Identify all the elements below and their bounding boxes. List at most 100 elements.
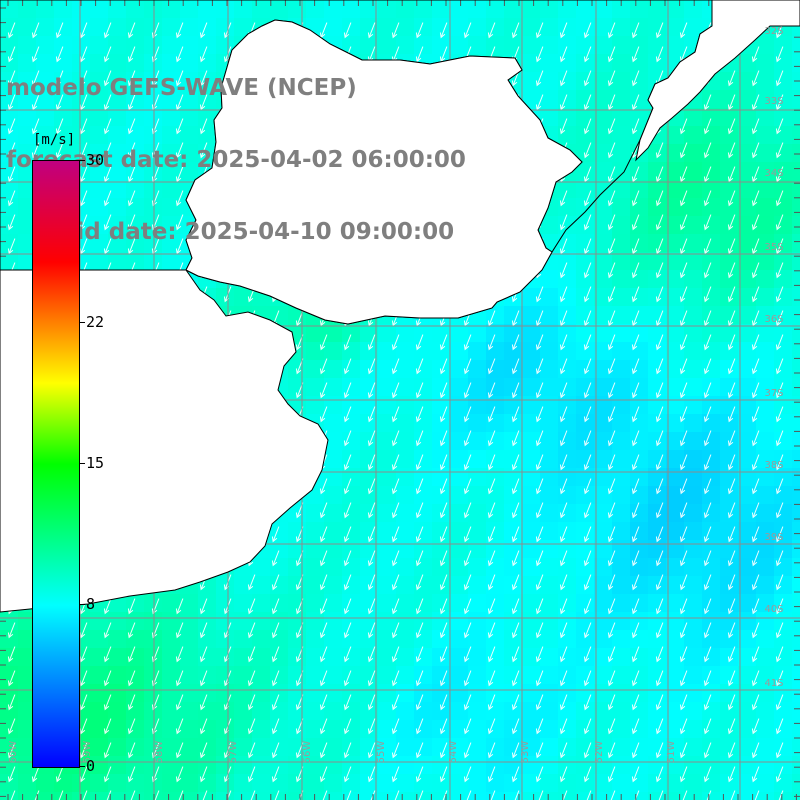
wind-arrow — [319, 406, 328, 423]
wind-arrow — [535, 670, 544, 687]
wind-arrow — [463, 406, 472, 423]
wind-arrow — [439, 646, 448, 663]
wind-arrow — [631, 406, 640, 423]
wind-arrow — [367, 598, 376, 615]
wind-arrow — [55, 70, 64, 87]
wind-arrow — [103, 622, 112, 639]
wind-arrow — [175, 742, 184, 759]
wind-arrow — [562, 790, 568, 800]
wind-arrow — [703, 718, 712, 735]
wind-arrow — [631, 454, 640, 471]
wind-arrow — [511, 718, 520, 735]
wind-arrow — [511, 766, 520, 783]
wind-arrow — [103, 718, 112, 735]
wind-arrow — [559, 190, 568, 207]
wind-arrow — [55, 118, 64, 135]
wind-arrow — [79, 142, 88, 159]
wind-arrow — [631, 310, 640, 327]
wind-arrow — [391, 694, 400, 711]
wind-arrow — [775, 646, 784, 663]
wind-arrow — [343, 646, 352, 663]
wind-arrow — [415, 478, 424, 495]
wind-arrow — [727, 214, 736, 231]
wind-arrow — [511, 334, 520, 351]
wind-arrow — [439, 334, 448, 351]
wind-arrow — [631, 502, 640, 519]
wind-arrow — [319, 574, 328, 591]
colorbar-tick-label: 22 — [86, 312, 105, 331]
wind-arrow — [391, 574, 400, 591]
wind-arrow — [583, 310, 592, 327]
wind-arrow — [271, 622, 280, 639]
wind-arrow — [247, 646, 256, 663]
latitude-label: 36S — [764, 314, 783, 325]
wind-arrow — [247, 694, 256, 711]
wind-arrow — [559, 766, 568, 783]
wind-arrow — [703, 214, 712, 231]
wind-arrow — [391, 550, 400, 567]
wind-arrow — [727, 166, 736, 183]
wind-arrow — [487, 382, 496, 399]
wind-arrow — [463, 694, 472, 711]
wind-arrow — [439, 22, 448, 39]
wind-arrow — [631, 694, 640, 711]
wind-arrow — [343, 598, 352, 615]
wind-arrow — [391, 454, 400, 471]
wind-arrow — [775, 430, 784, 447]
wind-arrow — [415, 382, 424, 399]
wind-arrow — [631, 166, 640, 183]
latitude-label: 41S — [764, 678, 783, 689]
longitude-label: 52W — [594, 741, 605, 764]
longitude-label: 53W — [520, 741, 531, 764]
wind-arrow — [655, 502, 664, 519]
wind-arrow — [559, 742, 568, 759]
wind-arrow — [583, 526, 592, 543]
wind-arrow — [679, 550, 688, 567]
wind-arrow — [175, 94, 184, 111]
wind-arrow — [727, 526, 736, 543]
wind-arrow — [535, 478, 544, 495]
wind-arrow — [583, 598, 592, 615]
wind-arrow — [655, 598, 664, 615]
colorbar-tick-mark — [79, 160, 85, 161]
wind-arrow — [271, 574, 280, 591]
wind-arrow — [655, 310, 664, 327]
colorbar-tick-mark — [79, 766, 85, 767]
wind-arrow — [535, 334, 544, 351]
coastline-argentina — [0, 0, 583, 613]
wind-arrow — [583, 214, 592, 231]
wind-arrow — [559, 310, 568, 327]
wind-arrow — [319, 718, 328, 735]
wind-arrow — [175, 142, 184, 159]
wind-arrow — [31, 70, 40, 87]
wind-arrow — [583, 430, 592, 447]
wind-arrow — [31, 118, 40, 135]
wind-arrow — [775, 142, 784, 159]
wind-arrow — [175, 622, 184, 639]
wind-arrow — [319, 694, 328, 711]
wind-arrow — [751, 286, 760, 303]
wind-arrow — [487, 502, 496, 519]
wind-arrow — [127, 670, 136, 687]
wind-arrow — [391, 646, 400, 663]
wind-arrow — [607, 694, 616, 711]
wind-arrow — [415, 766, 424, 783]
colorbar-tick-mark — [79, 604, 85, 606]
wind-arrow — [274, 790, 280, 800]
longitude-label: 58W — [154, 741, 165, 764]
wind-arrow — [679, 22, 688, 39]
wind-arrow — [79, 238, 88, 255]
wind-arrow — [10, 790, 16, 800]
wind-arrow — [679, 694, 688, 711]
wind-arrow — [487, 478, 496, 495]
wind-arrow — [415, 718, 424, 735]
wind-arrow — [583, 502, 592, 519]
wind-arrow — [607, 118, 616, 135]
wind-arrow — [175, 718, 184, 735]
wind-arrow — [679, 142, 688, 159]
wind-arrow — [751, 430, 760, 447]
wind-arrow — [655, 334, 664, 351]
wind-arrow — [679, 214, 688, 231]
wind-arrow — [775, 454, 784, 471]
wind-arrow — [391, 718, 400, 735]
